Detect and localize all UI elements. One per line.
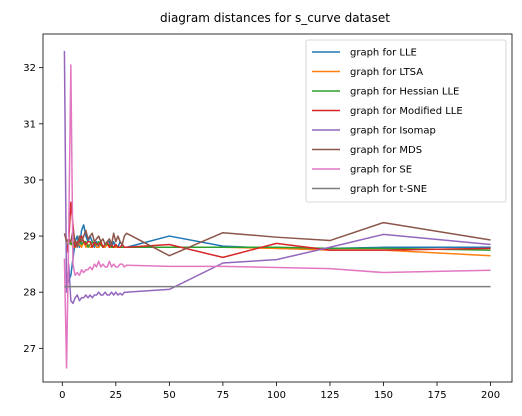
x-tick-label-4: 100 — [267, 390, 286, 401]
x-tick-label-5: 125 — [320, 390, 339, 401]
series-line-4 — [63, 50, 491, 305]
axes-frame — [42, 33, 513, 383]
legend-label-4: graph for Isomap — [350, 126, 436, 137]
chart-title: diagram distances for s_curve dataset — [160, 11, 390, 25]
legend-box — [305, 39, 507, 203]
x-tick-label-7: 175 — [427, 390, 446, 401]
x-tick-label-8: 200 — [481, 390, 500, 401]
y-tick-label-3: 30 — [23, 175, 36, 186]
x-tick-label-0: 0 — [59, 390, 65, 401]
y-tick-label-5: 32 — [23, 63, 36, 74]
legend-label-0: graph for LLE — [350, 48, 417, 59]
legend-label-5: graph for MDS — [350, 145, 422, 156]
y-tick-label-1: 28 — [23, 288, 36, 299]
x-tick-label-6: 150 — [374, 390, 393, 401]
legend-label-2: graph for Hessian LLE — [350, 87, 459, 98]
y-tick-label-0: 27 — [23, 344, 36, 355]
x-tick-label-3: 75 — [217, 390, 230, 401]
y-tick-label-4: 31 — [23, 119, 36, 130]
x-tick-label-1: 25 — [109, 390, 122, 401]
legend-label-3: graph for Modified LLE — [350, 106, 463, 117]
y-tick-label-2: 29 — [23, 232, 36, 243]
legend-label-7: graph for t-SNE — [350, 184, 427, 195]
x-tick-label-2: 50 — [163, 390, 176, 401]
legend-label-1: graph for LTSA — [350, 67, 423, 78]
series-line-5 — [63, 221, 491, 257]
plot-area — [63, 50, 491, 369]
legend: graph for LLE graph for LTSA graph for Hes… — [305, 39, 507, 203]
legend-label-6: graph for SE — [350, 165, 412, 176]
series-line-6 — [63, 64, 491, 369]
axis-ticks: 0 25 50 75 100 125 150 175 200 27 28 29 30 31 32 — [23, 63, 500, 401]
